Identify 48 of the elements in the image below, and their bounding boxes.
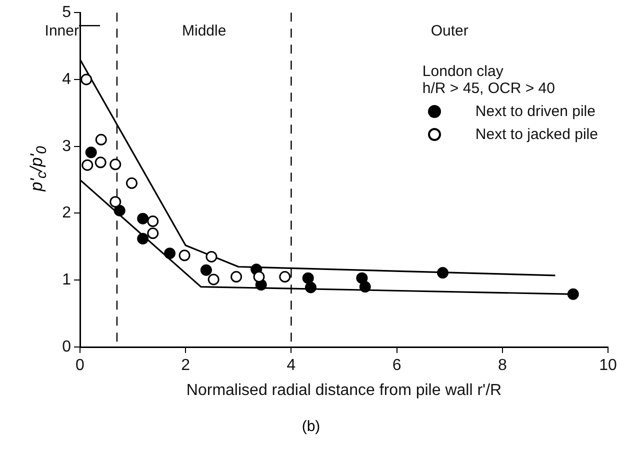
point (356, 272, 368, 284)
annotation: h/R > 45, OCR > 40 (422, 80, 556, 97)
point (147, 228, 159, 240)
x-tick-label: 8 (498, 357, 507, 374)
y-tick-label: 4 (62, 70, 72, 88)
point (82, 159, 94, 171)
x-tick-label: 10 (599, 357, 617, 374)
point (114, 204, 126, 216)
point (80, 74, 92, 86)
x-tick-label: 2 (181, 357, 190, 374)
point (304, 282, 316, 294)
text: Inner (44, 22, 79, 40)
y-tick-label: 1 (62, 272, 72, 289)
x-tick-label: 0 (76, 357, 85, 374)
point (95, 134, 107, 146)
y-tick-label: 0 (62, 338, 72, 356)
legend-label: Next to driven pile (475, 102, 596, 120)
point (200, 264, 212, 276)
point (253, 271, 265, 283)
legend-title: London clay (422, 62, 504, 80)
annotation: Middle (182, 22, 226, 40)
point (110, 158, 122, 170)
point (85, 146, 97, 158)
point (230, 271, 242, 283)
point (147, 216, 159, 228)
point (359, 281, 371, 293)
point (208, 274, 220, 286)
point (436, 267, 448, 279)
point (206, 250, 218, 262)
annotation: Outer (430, 22, 468, 40)
y-tick-label: 2 (62, 204, 72, 222)
point (178, 250, 190, 262)
y-tick-label: 3 (62, 138, 72, 155)
x-tick-label: 4 (286, 357, 296, 374)
legend-label: Next to jacked pile (475, 126, 598, 143)
point (137, 232, 149, 244)
point (110, 196, 122, 208)
point (567, 288, 579, 300)
point (164, 248, 176, 260)
y-tick-label: 5 (62, 4, 72, 22)
point (94, 156, 106, 168)
point (126, 177, 138, 189)
point (302, 272, 314, 284)
point (137, 212, 149, 224)
x-axis-title: Normalised radial distance from pile wall r'/R (186, 382, 502, 399)
point (279, 271, 291, 283)
x-tick-label: 6 (392, 357, 402, 374)
text: (b) (300, 418, 322, 435)
